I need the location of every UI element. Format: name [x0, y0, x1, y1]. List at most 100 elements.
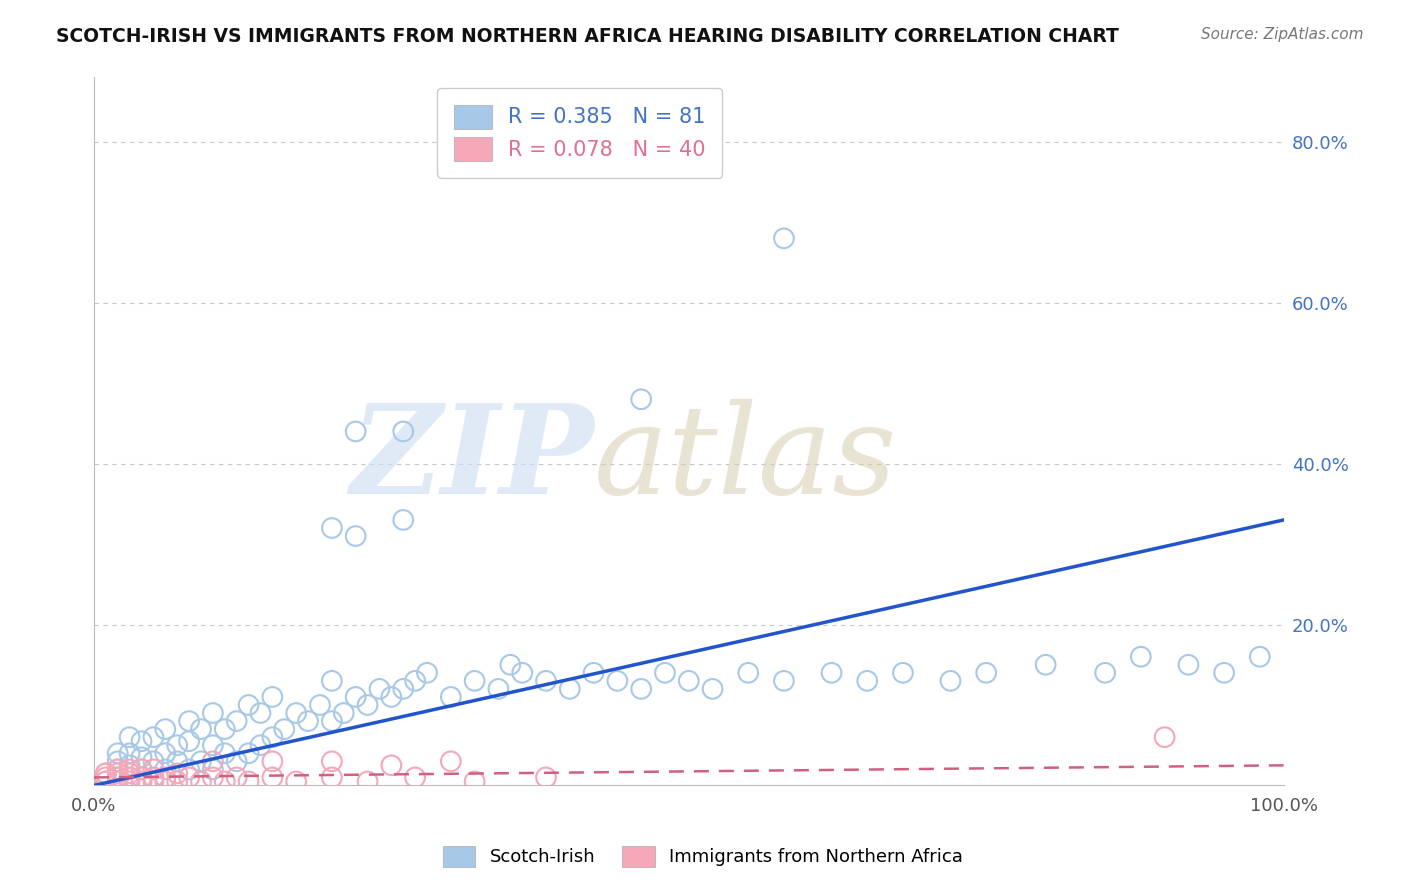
Point [534, 673, 557, 688]
Point [142, 754, 165, 768]
Point [225, 714, 247, 728]
Point [201, 754, 224, 768]
Point [190, 754, 212, 768]
Point [368, 681, 391, 696]
Point [820, 665, 842, 680]
Point [177, 763, 200, 777]
Point [118, 730, 141, 744]
Point [142, 763, 165, 777]
Point [273, 722, 295, 736]
Point [118, 774, 141, 789]
Point [131, 734, 153, 748]
Point [190, 774, 212, 789]
Point [630, 681, 652, 696]
Point [464, 673, 486, 688]
Point [1129, 649, 1152, 664]
Point [94, 766, 117, 780]
Legend: R = 0.385   N = 81, R = 0.078   N = 40: R = 0.385 N = 81, R = 0.078 N = 40 [437, 87, 723, 178]
Point [131, 771, 153, 785]
Point [201, 771, 224, 785]
Point [321, 771, 343, 785]
Point [534, 771, 557, 785]
Point [654, 665, 676, 680]
Point [392, 425, 415, 439]
Point [499, 657, 522, 672]
Point [107, 771, 129, 785]
Point [118, 766, 141, 780]
Legend: Scotch-Irish, Immigrants from Northern Africa: Scotch-Irish, Immigrants from Northern A… [436, 838, 970, 874]
Point [856, 673, 879, 688]
Point [107, 763, 129, 777]
Point [177, 734, 200, 748]
Point [356, 774, 378, 789]
Point [107, 746, 129, 760]
Text: SCOTCH-IRISH VS IMMIGRANTS FROM NORTHERN AFRICA HEARING DISABILITY CORRELATION C: SCOTCH-IRISH VS IMMIGRANTS FROM NORTHERN… [56, 27, 1119, 45]
Point [380, 758, 402, 772]
Point [332, 706, 354, 720]
Point [974, 665, 997, 680]
Point [262, 690, 284, 704]
Point [225, 771, 247, 785]
Point [118, 771, 141, 785]
Point [238, 746, 260, 760]
Point [702, 681, 724, 696]
Point [1094, 665, 1116, 680]
Point [118, 758, 141, 772]
Point [142, 730, 165, 744]
Point [94, 766, 117, 780]
Point [1249, 649, 1271, 664]
Point [201, 706, 224, 720]
Point [262, 754, 284, 768]
Text: ZIP: ZIP [350, 399, 593, 521]
Point [107, 766, 129, 780]
Point [214, 774, 236, 789]
Point [118, 746, 141, 760]
Point [440, 690, 463, 704]
Point [582, 665, 605, 680]
Point [155, 722, 177, 736]
Point [107, 774, 129, 789]
Point [1213, 665, 1236, 680]
Point [155, 774, 177, 789]
Point [177, 714, 200, 728]
Point [131, 763, 153, 777]
Point [285, 774, 308, 789]
Point [392, 513, 415, 527]
Point [321, 714, 343, 728]
Point [201, 763, 224, 777]
Point [131, 774, 153, 789]
Text: Source: ZipAtlas.com: Source: ZipAtlas.com [1201, 27, 1364, 42]
Point [238, 774, 260, 789]
Point [297, 714, 319, 728]
Point [94, 771, 117, 785]
Point [344, 529, 367, 543]
Point [142, 774, 165, 789]
Point [606, 673, 628, 688]
Point [416, 665, 439, 680]
Point [118, 763, 141, 777]
Point [510, 665, 533, 680]
Point [94, 774, 117, 789]
Point [321, 754, 343, 768]
Point [1035, 657, 1057, 672]
Point [131, 750, 153, 764]
Point [190, 722, 212, 736]
Point [166, 738, 188, 752]
Point [309, 698, 332, 712]
Point [249, 706, 271, 720]
Point [344, 690, 367, 704]
Point [142, 771, 165, 785]
Point [94, 774, 117, 789]
Point [107, 763, 129, 777]
Point [166, 774, 188, 789]
Point [214, 722, 236, 736]
Point [486, 681, 509, 696]
Point [262, 730, 284, 744]
Point [380, 690, 402, 704]
Point [737, 665, 759, 680]
Point [107, 754, 129, 768]
Point [404, 673, 426, 688]
Text: atlas: atlas [593, 399, 897, 521]
Point [155, 771, 177, 785]
Point [773, 231, 796, 245]
